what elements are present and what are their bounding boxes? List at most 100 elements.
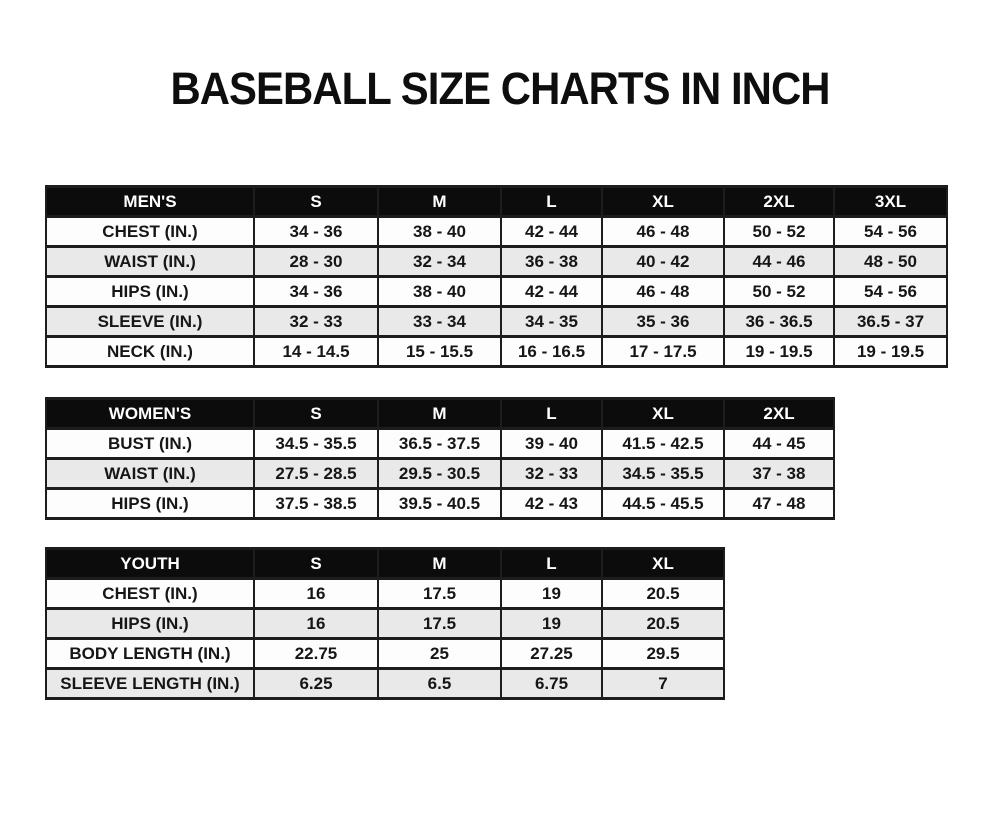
size-chart-page: BASEBALL SIZE CHARTS IN INCH MEN'S S M L XL 2… — [0, 64, 1000, 816]
page-title: BASEBALL SIZE CHARTS IN INCH — [170, 63, 830, 114]
size-cell: 36 - 38 — [500, 245, 603, 278]
table-row: WAIST (IN.) 27.5 - 28.5 29.5 - 30.5 32 - 33… — [45, 457, 835, 490]
size-cell: 44 - 45 — [723, 427, 835, 460]
size-cell: 6.5 — [377, 667, 502, 700]
column-header: XL — [601, 547, 725, 580]
size-cell: 20.5 — [601, 607, 725, 640]
size-cell: 41.5 - 42.5 — [601, 427, 725, 460]
size-cell: 37 - 38 — [723, 457, 835, 490]
table-row: BODY LENGTH (IN.) 22.75 25 27.25 29.5 — [45, 637, 725, 670]
table-title-cell: MEN'S — [45, 185, 255, 218]
row-label: SLEEVE LENGTH (IN.) — [45, 667, 255, 700]
size-tables-container: MEN'S S M L XL 2XL 3XL CHEST (IN.) 34 - 36 38 - 4… — [45, 185, 1000, 700]
table-title-cell: YOUTH — [45, 547, 255, 580]
size-cell: 38 - 40 — [377, 275, 502, 308]
column-header: S — [253, 185, 379, 218]
size-cell: 39 - 40 — [500, 427, 603, 460]
size-cell: 20.5 — [601, 577, 725, 610]
size-cell: 19 — [500, 577, 603, 610]
table-row: WAIST (IN.) 28 - 30 32 - 34 36 - 38 40 - 42 4… — [45, 245, 948, 278]
column-header: 2XL — [723, 397, 835, 430]
table-row: CHEST (IN.) 16 17.5 19 20.5 — [45, 577, 725, 610]
header-row: WOMEN'S S M L XL 2XL — [45, 397, 835, 430]
column-header: 3XL — [833, 185, 948, 218]
row-label: BODY LENGTH (IN.) — [45, 637, 255, 670]
size-cell: 22.75 — [253, 637, 379, 670]
size-cell: 50 - 52 — [723, 215, 835, 248]
size-cell: 29.5 - 30.5 — [377, 457, 502, 490]
column-header: M — [377, 397, 502, 430]
size-cell: 19 - 19.5 — [833, 335, 948, 368]
size-cell: 6.75 — [500, 667, 603, 700]
size-cell: 40 - 42 — [601, 245, 725, 278]
youth-size-table: YOUTH S M L XL CHEST (IN.) 16 17.5 19 20.5 HIPS (I… — [45, 547, 725, 700]
row-label: HIPS (IN.) — [45, 607, 255, 640]
size-cell: 19 — [500, 607, 603, 640]
column-header: M — [377, 185, 502, 218]
size-cell: 33 - 34 — [377, 305, 502, 338]
size-cell: 19 - 19.5 — [723, 335, 835, 368]
size-cell: 46 - 48 — [601, 275, 725, 308]
size-cell: 37.5 - 38.5 — [253, 487, 379, 520]
size-cell: 14 - 14.5 — [253, 335, 379, 368]
row-label: CHEST (IN.) — [45, 577, 255, 610]
size-cell: 17.5 — [377, 607, 502, 640]
size-cell: 50 - 52 — [723, 275, 835, 308]
size-cell: 44 - 46 — [723, 245, 835, 278]
size-cell: 36.5 - 37.5 — [377, 427, 502, 460]
size-cell: 44.5 - 45.5 — [601, 487, 725, 520]
size-cell: 34 - 36 — [253, 215, 379, 248]
column-header: M — [377, 547, 502, 580]
size-cell: 27.25 — [500, 637, 603, 670]
size-cell: 47 - 48 — [723, 487, 835, 520]
size-cell: 27.5 - 28.5 — [253, 457, 379, 490]
column-header: L — [500, 547, 603, 580]
size-cell: 25 — [377, 637, 502, 670]
size-cell: 29.5 — [601, 637, 725, 670]
size-cell: 42 - 44 — [500, 275, 603, 308]
size-cell: 34.5 - 35.5 — [253, 427, 379, 460]
table-row: NECK (IN.) 14 - 14.5 15 - 15.5 16 - 16.5 17 … — [45, 335, 948, 368]
size-cell: 17.5 — [377, 577, 502, 610]
row-label: WAIST (IN.) — [45, 245, 255, 278]
table-row: SLEEVE LENGTH (IN.) 6.25 6.5 6.75 7 — [45, 667, 725, 700]
row-label: BUST (IN.) — [45, 427, 255, 460]
column-header: S — [253, 397, 379, 430]
size-cell: 32 - 33 — [500, 457, 603, 490]
size-cell: 54 - 56 — [833, 275, 948, 308]
table-row: CHEST (IN.) 34 - 36 38 - 40 42 - 44 46 - 48 5… — [45, 215, 948, 248]
column-header: XL — [601, 397, 725, 430]
size-cell: 36.5 - 37 — [833, 305, 948, 338]
column-header: S — [253, 547, 379, 580]
row-label: NECK (IN.) — [45, 335, 255, 368]
row-label: HIPS (IN.) — [45, 275, 255, 308]
size-cell: 34 - 36 — [253, 275, 379, 308]
size-cell: 17 - 17.5 — [601, 335, 725, 368]
table-row: HIPS (IN.) 34 - 36 38 - 40 42 - 44 46 - 48 50… — [45, 275, 948, 308]
size-cell: 15 - 15.5 — [377, 335, 502, 368]
mens-size-table: MEN'S S M L XL 2XL 3XL CHEST (IN.) 34 - 36 38 - 4… — [45, 185, 948, 368]
size-cell: 34 - 35 — [500, 305, 603, 338]
row-label: HIPS (IN.) — [45, 487, 255, 520]
row-label: CHEST (IN.) — [45, 215, 255, 248]
row-label: SLEEVE (IN.) — [45, 305, 255, 338]
size-cell: 28 - 30 — [253, 245, 379, 278]
size-cell: 42 - 44 — [500, 215, 603, 248]
size-cell: 42 - 43 — [500, 487, 603, 520]
header-row: MEN'S S M L XL 2XL 3XL — [45, 185, 948, 218]
size-cell: 39.5 - 40.5 — [377, 487, 502, 520]
size-cell: 36 - 36.5 — [723, 305, 835, 338]
table-row: HIPS (IN.) 16 17.5 19 20.5 — [45, 607, 725, 640]
table-title-cell: WOMEN'S — [45, 397, 255, 430]
size-cell: 16 — [253, 607, 379, 640]
header-row: YOUTH S M L XL — [45, 547, 725, 580]
column-header: L — [500, 185, 603, 218]
size-cell: 38 - 40 — [377, 215, 502, 248]
size-cell: 54 - 56 — [833, 215, 948, 248]
size-cell: 34.5 - 35.5 — [601, 457, 725, 490]
size-cell: 6.25 — [253, 667, 379, 700]
column-header: XL — [601, 185, 725, 218]
table-row: HIPS (IN.) 37.5 - 38.5 39.5 - 40.5 42 - 43 4… — [45, 487, 835, 520]
size-cell: 32 - 33 — [253, 305, 379, 338]
size-cell: 16 — [253, 577, 379, 610]
